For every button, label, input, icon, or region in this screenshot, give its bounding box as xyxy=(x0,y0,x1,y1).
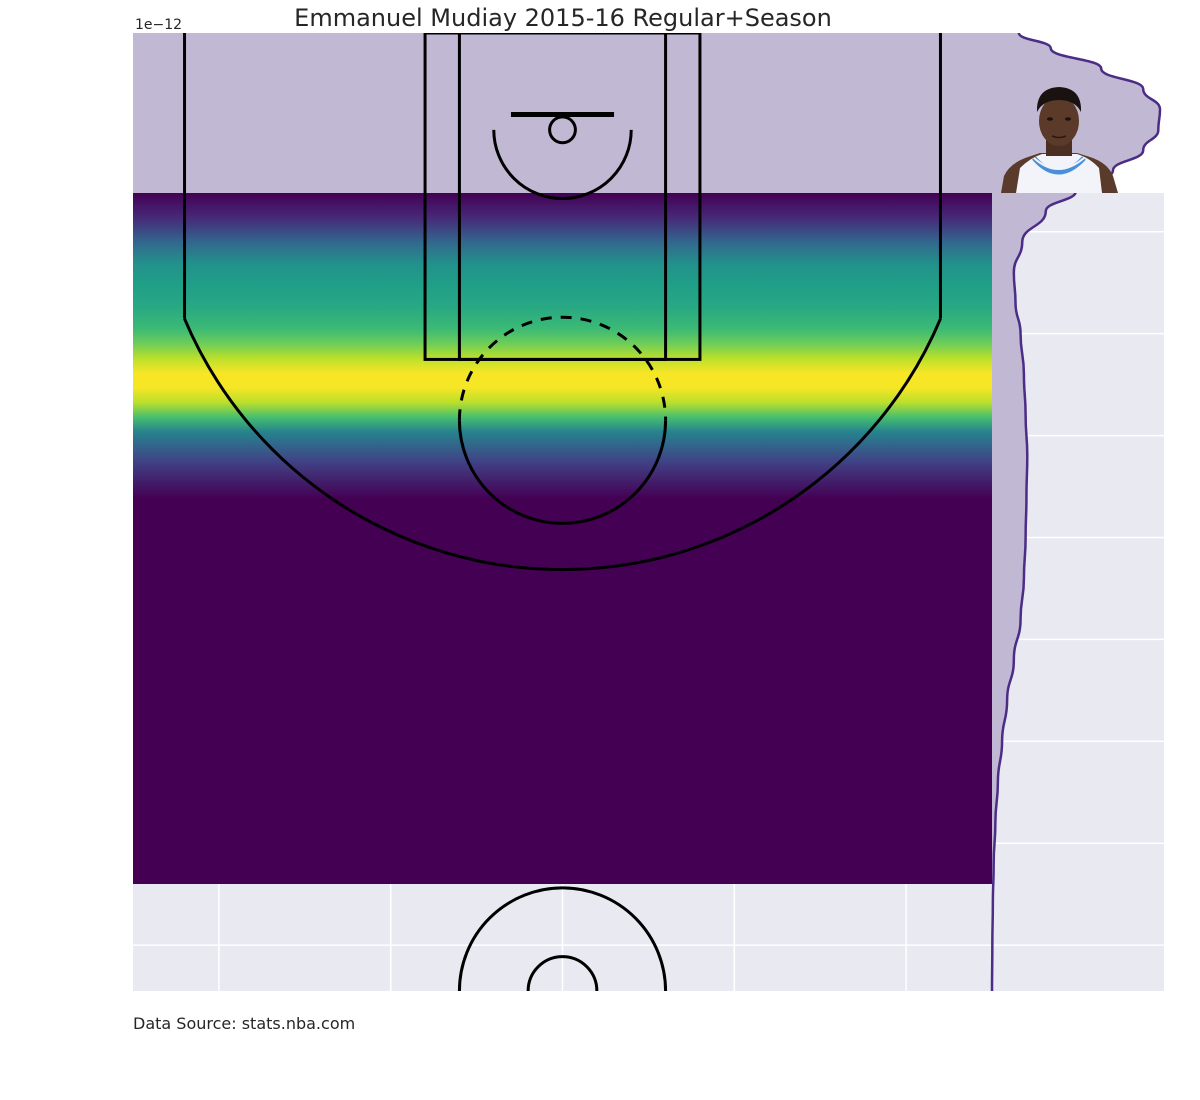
inner-paint-box xyxy=(457,33,668,361)
center-court-outer-arc xyxy=(457,886,668,991)
restricted-area-arc xyxy=(492,129,633,201)
marginal-density-curve xyxy=(990,32,1162,992)
shot-density-heatmap xyxy=(133,193,992,884)
basketball-court xyxy=(183,33,942,991)
main-axes xyxy=(133,33,992,991)
three-point-arc xyxy=(183,317,942,572)
free-throw-arc-bottom xyxy=(457,420,668,525)
data-source-label: Data Source: stats.nba.com xyxy=(133,1014,355,1033)
chart-title: Emmanuel Mudiay 2015-16 Regular+Season xyxy=(294,4,832,32)
center-court-inner-arc xyxy=(526,955,599,991)
offset-label: 1e−12 xyxy=(135,17,182,33)
marginal-density-axes xyxy=(990,32,1164,992)
free-throw-arc-top xyxy=(457,315,668,421)
player-headshot-image xyxy=(1001,87,1118,193)
